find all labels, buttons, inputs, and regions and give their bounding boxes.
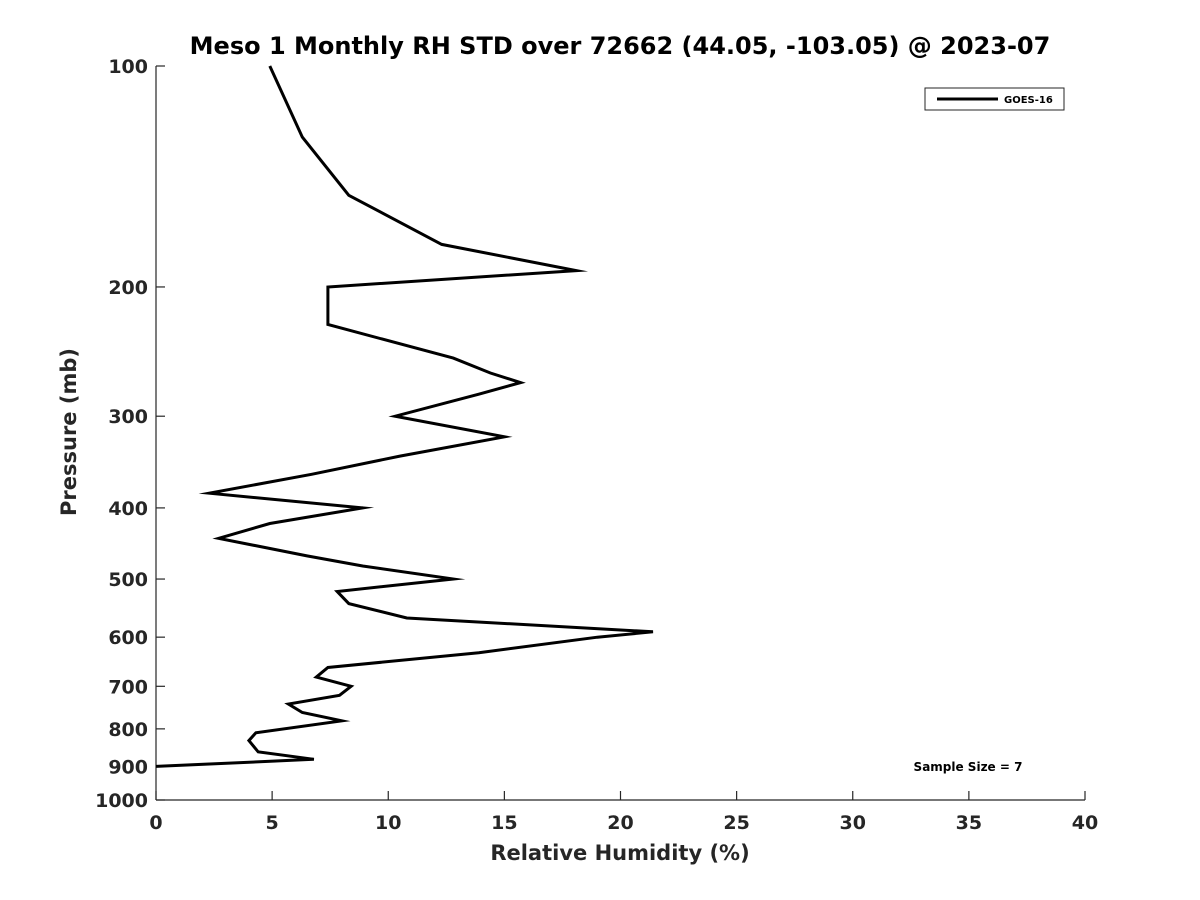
y-tick-label: 300 <box>108 406 148 428</box>
y-tick-label: 1000 <box>95 790 148 812</box>
chart-title: Meso 1 Monthly RH STD over 72662 (44.05,… <box>190 32 1051 60</box>
y-tick-label: 900 <box>108 756 148 778</box>
y-tick-label: 500 <box>108 569 148 591</box>
y-tick-label: 800 <box>108 719 148 741</box>
x-tick-label: 5 <box>266 812 279 834</box>
x-axis-label: Relative Humidity (%) <box>490 841 749 865</box>
y-tick-label: 100 <box>108 56 148 78</box>
y-axis-label: Pressure (mb) <box>57 348 81 516</box>
legend-label: GOES-16 <box>1004 95 1053 106</box>
x-tick-label: 20 <box>607 812 633 834</box>
y-tick-label: 600 <box>108 627 148 649</box>
y-tick-label: 700 <box>108 676 148 698</box>
x-tick-label: 25 <box>723 812 749 834</box>
y-tick-label: 200 <box>108 277 148 299</box>
sample-size-annotation: Sample Size = 7 <box>914 760 1023 774</box>
x-tick-label: 40 <box>1072 812 1098 834</box>
x-tick-label: 0 <box>149 812 162 834</box>
x-tick-label: 10 <box>375 812 401 834</box>
x-tick-label: 15 <box>491 812 517 834</box>
x-tick-label: 30 <box>840 812 866 834</box>
series-line-goes16 <box>155 65 654 768</box>
x-tick-label: 35 <box>956 812 982 834</box>
y-tick-label: 400 <box>108 498 148 520</box>
